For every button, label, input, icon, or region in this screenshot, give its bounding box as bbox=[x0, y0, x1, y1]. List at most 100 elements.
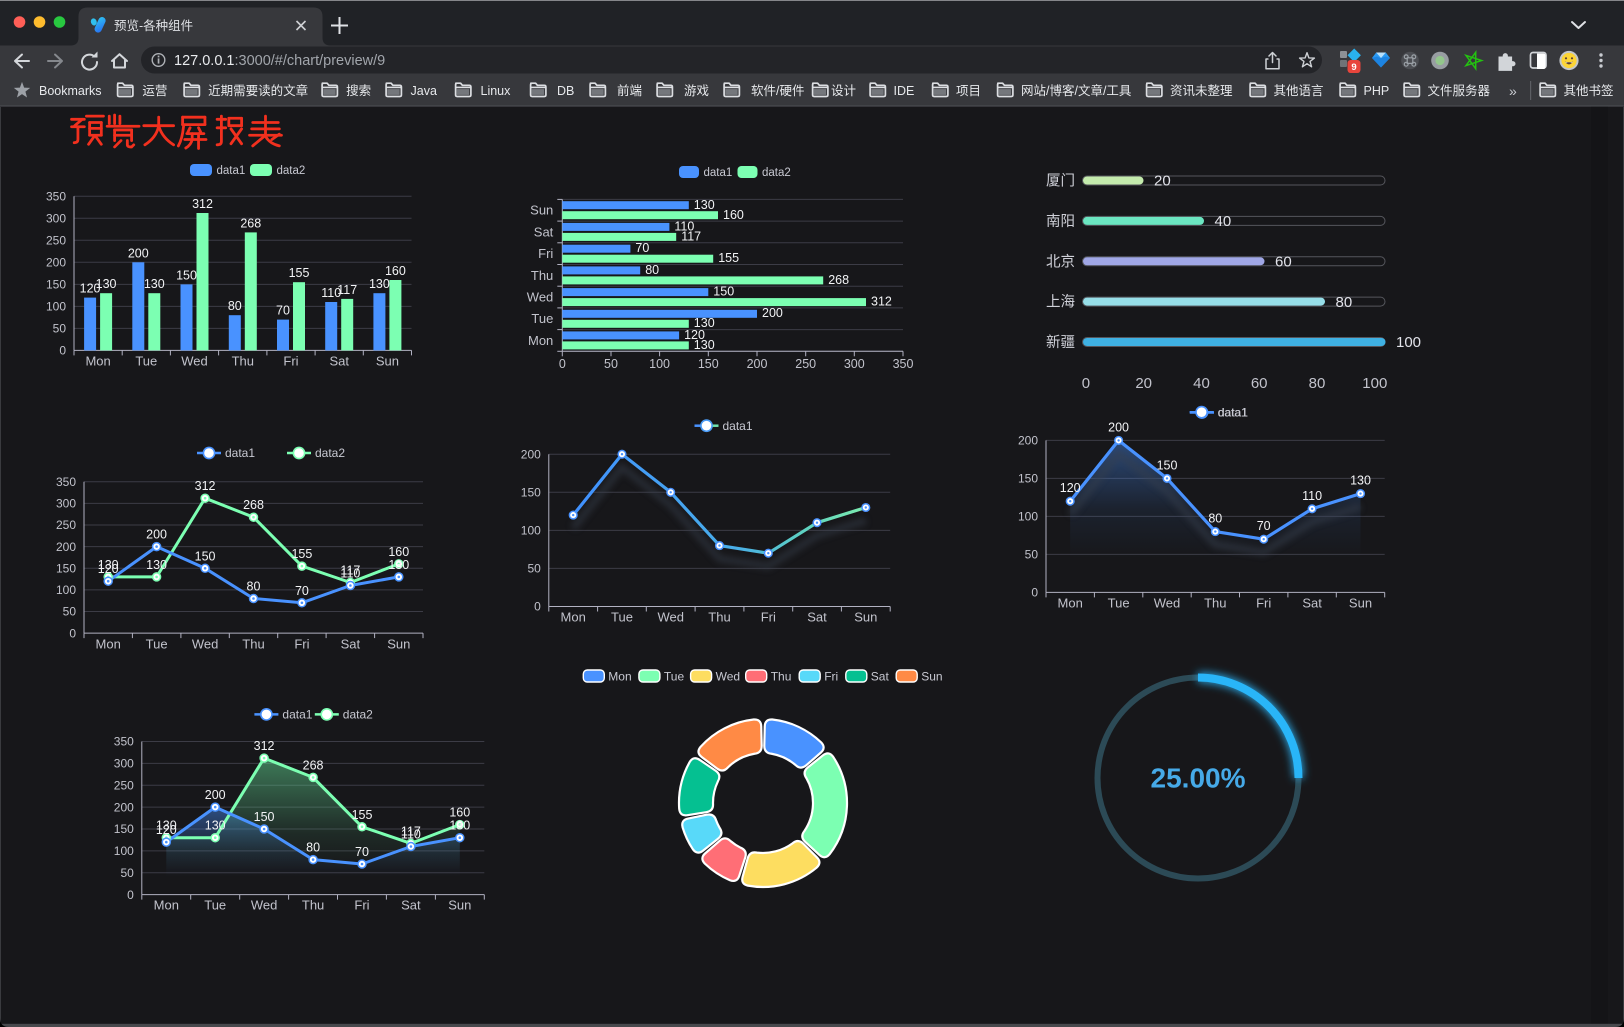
svg-text:Sat: Sat bbox=[329, 354, 349, 369]
svg-text:厦门: 厦门 bbox=[1046, 173, 1075, 190]
svg-text:120: 120 bbox=[156, 823, 177, 837]
svg-text:前端: 前端 bbox=[617, 83, 642, 98]
svg-text:80: 80 bbox=[645, 263, 659, 277]
svg-text:data1: data1 bbox=[704, 167, 733, 179]
svg-text:80: 80 bbox=[1208, 512, 1222, 526]
svg-text:200: 200 bbox=[46, 256, 66, 270]
svg-text:150: 150 bbox=[1157, 458, 1178, 472]
svg-text:200: 200 bbox=[747, 357, 768, 371]
svg-text:9: 9 bbox=[1351, 62, 1356, 73]
svg-text:70: 70 bbox=[635, 241, 649, 255]
svg-text:130: 130 bbox=[449, 819, 470, 833]
svg-text:0: 0 bbox=[1082, 375, 1090, 392]
svg-text:项目: 项目 bbox=[956, 84, 981, 98]
svg-text:Sat: Sat bbox=[871, 669, 890, 683]
svg-text:Fri: Fri bbox=[354, 898, 369, 913]
svg-text:130: 130 bbox=[694, 338, 715, 352]
svg-text:Thu: Thu bbox=[242, 637, 264, 652]
svg-text:200: 200 bbox=[56, 540, 76, 554]
svg-text:搜索: 搜索 bbox=[346, 83, 371, 98]
svg-text:Wed: Wed bbox=[192, 637, 219, 652]
svg-text:155: 155 bbox=[718, 251, 739, 265]
svg-text:150: 150 bbox=[254, 810, 275, 824]
svg-text:268: 268 bbox=[243, 498, 264, 512]
svg-text:117: 117 bbox=[337, 283, 357, 297]
svg-text:data2: data2 bbox=[343, 708, 373, 722]
svg-text:Wed: Wed bbox=[716, 669, 740, 683]
svg-text:150: 150 bbox=[521, 486, 541, 500]
svg-text:300: 300 bbox=[844, 357, 865, 371]
svg-text:150: 150 bbox=[195, 549, 216, 563]
svg-text:北京: 北京 bbox=[1046, 253, 1075, 270]
svg-text:150: 150 bbox=[114, 822, 134, 836]
svg-text:100: 100 bbox=[46, 300, 66, 314]
svg-text:Thu: Thu bbox=[531, 268, 553, 283]
svg-text:运营: 运营 bbox=[142, 84, 167, 98]
svg-text:200: 200 bbox=[521, 447, 541, 461]
svg-text:Thu: Thu bbox=[708, 610, 730, 625]
svg-text:130: 130 bbox=[156, 819, 177, 833]
svg-text:游戏: 游戏 bbox=[684, 84, 709, 98]
svg-text:200: 200 bbox=[114, 800, 134, 814]
svg-text:100: 100 bbox=[56, 583, 76, 597]
svg-text:Tue: Tue bbox=[135, 354, 157, 369]
svg-text:80: 80 bbox=[306, 841, 320, 855]
svg-text:软件/硬件: 软件/硬件 bbox=[751, 84, 804, 98]
svg-text:IDE: IDE bbox=[894, 84, 915, 98]
svg-text:130: 130 bbox=[98, 558, 119, 572]
svg-text:50: 50 bbox=[527, 562, 541, 576]
svg-text:data2: data2 bbox=[277, 165, 306, 177]
svg-text:data1: data1 bbox=[225, 446, 255, 460]
svg-text:Thu: Thu bbox=[771, 669, 792, 683]
svg-text:250: 250 bbox=[795, 357, 816, 371]
svg-text:200: 200 bbox=[128, 246, 149, 260]
svg-text:Tue: Tue bbox=[1108, 596, 1130, 611]
svg-text:Fri: Fri bbox=[761, 610, 776, 625]
svg-text:Sun: Sun bbox=[448, 898, 471, 913]
svg-text:110: 110 bbox=[340, 567, 360, 581]
svg-text:50: 50 bbox=[604, 357, 618, 371]
svg-text:117: 117 bbox=[340, 564, 360, 578]
svg-text:40: 40 bbox=[1193, 375, 1210, 392]
svg-text:Mon: Mon bbox=[96, 637, 121, 652]
svg-text:PHP: PHP bbox=[1364, 84, 1390, 98]
svg-text:250: 250 bbox=[46, 234, 66, 248]
svg-text:120: 120 bbox=[1060, 481, 1081, 495]
svg-text:150: 150 bbox=[698, 357, 719, 371]
svg-text:312: 312 bbox=[195, 479, 216, 493]
svg-text:100: 100 bbox=[114, 844, 134, 858]
svg-text:70: 70 bbox=[1257, 519, 1271, 533]
svg-text:60: 60 bbox=[1251, 375, 1268, 392]
svg-text:data2: data2 bbox=[762, 167, 791, 179]
svg-text:Sat: Sat bbox=[341, 637, 361, 652]
svg-text:Sun: Sun bbox=[387, 637, 410, 652]
svg-text:data2: data2 bbox=[315, 446, 345, 460]
svg-text:250: 250 bbox=[56, 518, 76, 532]
svg-text:160: 160 bbox=[385, 264, 406, 278]
svg-text:150: 150 bbox=[46, 278, 66, 292]
svg-text:117: 117 bbox=[401, 824, 421, 838]
svg-text:Sun: Sun bbox=[376, 354, 399, 369]
svg-text:Tue: Tue bbox=[146, 637, 168, 652]
svg-text:Linux: Linux bbox=[481, 84, 512, 98]
svg-text:110: 110 bbox=[1302, 489, 1322, 503]
svg-text:Fri: Fri bbox=[283, 354, 298, 369]
svg-text:300: 300 bbox=[114, 757, 134, 771]
svg-text:70: 70 bbox=[276, 304, 290, 318]
svg-text:80: 80 bbox=[1336, 294, 1353, 311]
svg-text:Mon: Mon bbox=[561, 610, 586, 625]
svg-text:100: 100 bbox=[1018, 510, 1038, 524]
svg-text:Sat: Sat bbox=[534, 224, 554, 239]
svg-text:120: 120 bbox=[98, 562, 119, 576]
svg-text:Wed: Wed bbox=[527, 289, 554, 304]
svg-text:0: 0 bbox=[559, 357, 566, 371]
svg-text:350: 350 bbox=[114, 735, 134, 749]
svg-text:DB: DB bbox=[557, 84, 574, 98]
svg-text:Tue: Tue bbox=[531, 311, 553, 326]
svg-text:20: 20 bbox=[1154, 173, 1171, 190]
svg-text:data1: data1 bbox=[1218, 405, 1248, 419]
svg-text:0: 0 bbox=[127, 888, 134, 902]
svg-text:网站/博客/文章/工具: 网站/博客/文章/工具 bbox=[1021, 83, 1132, 98]
svg-text:Sun: Sun bbox=[854, 610, 877, 625]
svg-text:130: 130 bbox=[369, 277, 390, 291]
